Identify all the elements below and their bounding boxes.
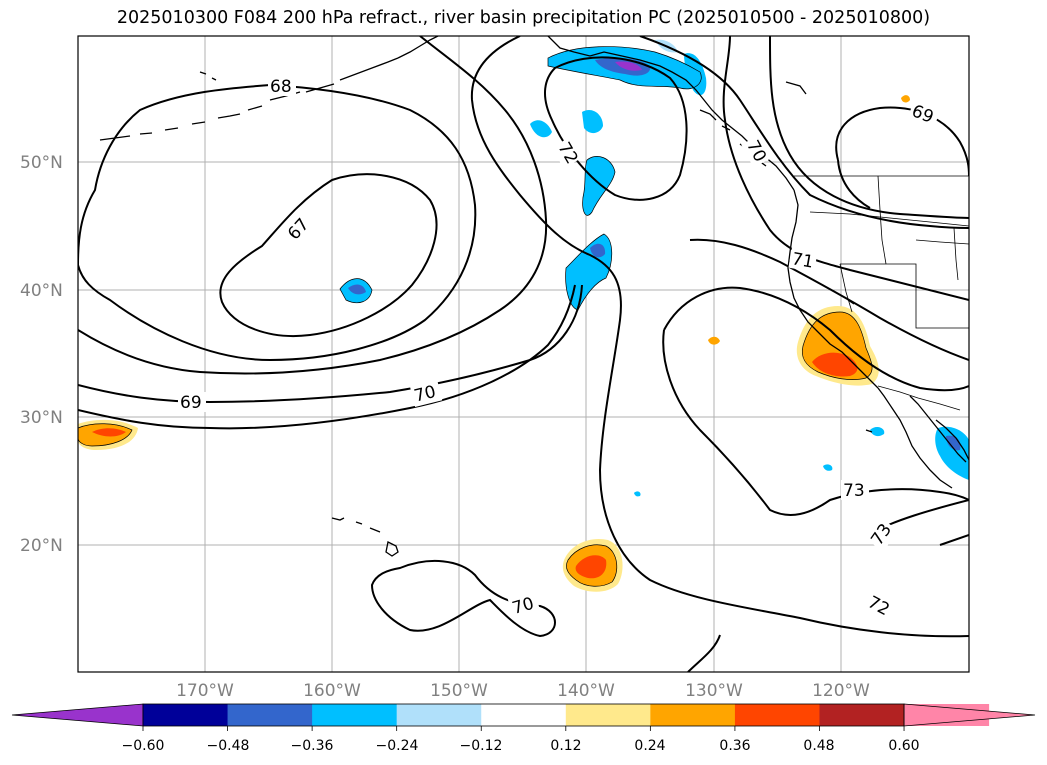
- lon-label-150w: 150°W: [430, 681, 488, 701]
- contour-label: 71: [790, 249, 815, 272]
- colorbar-tick-label: 0.12: [550, 738, 581, 754]
- colorbar-bin: [565, 704, 651, 726]
- lon-label-160w: 160°W: [303, 681, 361, 701]
- coastlines: [99, 36, 969, 557]
- map-title: 2025010300 F084 200 hPa refract., river …: [116, 8, 931, 28]
- colorbar-tick-label: 0.24: [634, 738, 665, 754]
- lon-label-130w: 130°W: [685, 681, 743, 701]
- contour-label: 72: [553, 139, 581, 168]
- colorbar-bin: [227, 704, 313, 726]
- colorbar: [11, 703, 1036, 731]
- shading-outlines: [78, 46, 873, 587]
- lon-label-140w: 140°W: [557, 681, 615, 701]
- colorbar-bin: [481, 704, 567, 726]
- lat-label-30: 30°N: [20, 408, 63, 428]
- lat-label-20: 20°N: [20, 536, 63, 556]
- contour-label: 70: [742, 137, 770, 165]
- colorbar-bin: [143, 704, 229, 726]
- longitude-labels: 170°W 160°W 150°W 140°W 130°W 120°W: [176, 681, 870, 701]
- colorbar-ticks: −0.60 −0.48 −0.36 −0.24 −0.12 0.12 0.24 …: [122, 738, 920, 754]
- lon-label-170w: 170°W: [176, 681, 234, 701]
- political-borders: [794, 175, 969, 411]
- colorbar-tick-label: −0.48: [207, 738, 250, 754]
- colorbar-tick-label: −0.12: [460, 738, 503, 754]
- colorbar-bin: [650, 704, 736, 726]
- colorbar-tick-label: 0.60: [888, 738, 919, 754]
- colorbar-tick-label: −0.36: [291, 738, 334, 754]
- colorbar-tick-label: −0.60: [122, 738, 165, 754]
- colorbar-tick-label: −0.24: [376, 738, 419, 754]
- colorbar-bin: [734, 704, 820, 726]
- map-frame: [77, 35, 970, 673]
- colorbar-bin: [819, 704, 905, 726]
- latitude-labels: 50°N 40°N 30°N 20°N: [20, 153, 63, 556]
- colorbar-bin: [396, 704, 482, 726]
- contour-label: 68: [270, 77, 292, 97]
- colorbar-outline: [142, 703, 905, 727]
- colorbar-tick-label: 0.36: [719, 738, 750, 754]
- contour-label: 73: [843, 481, 865, 501]
- contour-label: 69: [180, 393, 202, 413]
- colorbar-tick-label: 0.48: [803, 738, 834, 754]
- lat-label-50: 50°N: [20, 153, 63, 173]
- lon-label-120w: 120°W: [812, 681, 870, 701]
- colorbar-bin: [312, 704, 398, 726]
- lat-label-40: 40°N: [20, 281, 63, 301]
- colorbar-extend-low: [11, 703, 144, 727]
- refractivity-contours: [78, 36, 969, 672]
- precipitation-shading: [78, 39, 969, 592]
